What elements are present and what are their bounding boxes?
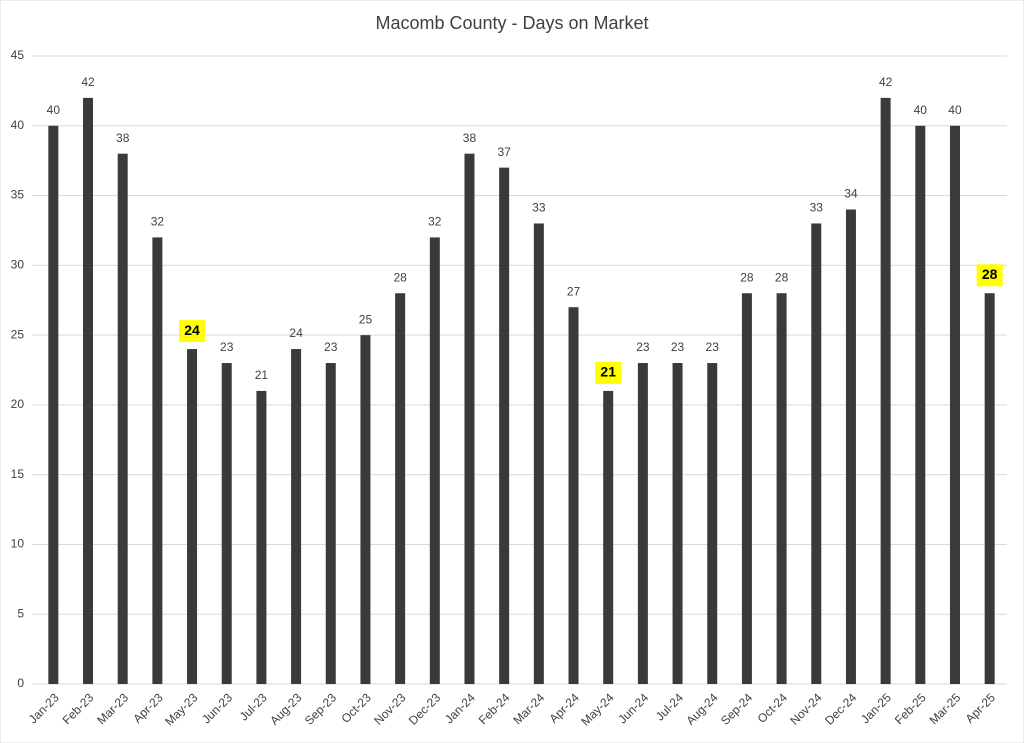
bar: [291, 349, 302, 684]
data-label: 28: [740, 270, 754, 284]
label-highlight: [595, 361, 622, 384]
bar: [533, 223, 544, 684]
data-label: 28: [393, 270, 407, 284]
data-label: 21: [255, 368, 269, 382]
bar: [776, 293, 787, 684]
y-tick-label: 45: [11, 48, 25, 62]
bar: [499, 167, 510, 685]
bar: [360, 335, 371, 684]
bar: [187, 349, 198, 684]
bar: [117, 153, 128, 684]
bar: [325, 363, 336, 684]
label-highlight: [976, 264, 1003, 287]
y-tick-label: 0: [17, 676, 24, 690]
bar: [256, 390, 267, 684]
bar: [568, 307, 579, 684]
data-label: 24: [289, 326, 303, 340]
bar: [395, 293, 406, 684]
y-tick-label: 25: [11, 327, 25, 341]
data-label: 21: [600, 364, 616, 380]
data-label: 40: [914, 103, 928, 117]
bar: [984, 293, 995, 684]
bar: [83, 97, 94, 684]
data-label: 40: [47, 103, 61, 117]
data-label: 33: [810, 201, 824, 215]
y-tick-label: 5: [17, 606, 24, 620]
data-label: 27: [567, 284, 581, 298]
y-tick-label: 10: [11, 537, 25, 551]
bar: [603, 390, 614, 684]
y-tick-label: 35: [11, 188, 25, 202]
bar: [845, 209, 856, 684]
data-label: 38: [463, 131, 477, 145]
data-label: 32: [428, 215, 442, 229]
bar: [949, 125, 960, 685]
data-label: 32: [151, 215, 165, 229]
data-label: 38: [116, 131, 130, 145]
bar: [811, 223, 822, 684]
bar: [880, 97, 891, 684]
y-tick-label: 15: [11, 467, 25, 481]
data-label: 34: [844, 187, 858, 201]
y-tick-label: 30: [11, 258, 25, 272]
data-label: 23: [324, 340, 338, 354]
data-label: 28: [775, 270, 789, 284]
bar: [221, 363, 232, 684]
y-tick-label: 20: [11, 397, 25, 411]
data-label: 23: [636, 340, 650, 354]
bar: [915, 125, 926, 685]
data-label: 23: [706, 340, 720, 354]
bar: [741, 293, 752, 684]
bar: [672, 363, 683, 684]
label-highlight: [179, 320, 206, 343]
data-label: 40: [948, 103, 962, 117]
data-label: 42: [879, 75, 893, 89]
data-label: 23: [671, 340, 685, 354]
bar: [48, 125, 59, 685]
data-label: 33: [532, 201, 546, 215]
bar: [429, 237, 440, 684]
data-label: 25: [359, 312, 373, 326]
data-label: 24: [184, 322, 200, 338]
y-tick-label: 40: [11, 118, 25, 132]
chart-title: Macomb County - Days on Market: [375, 13, 648, 33]
bar: [707, 363, 718, 684]
bar: [464, 153, 475, 684]
data-label: 23: [220, 340, 234, 354]
bar: [152, 237, 163, 684]
data-label: 42: [81, 75, 95, 89]
bar: [637, 363, 648, 684]
data-label: 37: [497, 145, 511, 159]
data-label: 28: [982, 266, 998, 282]
